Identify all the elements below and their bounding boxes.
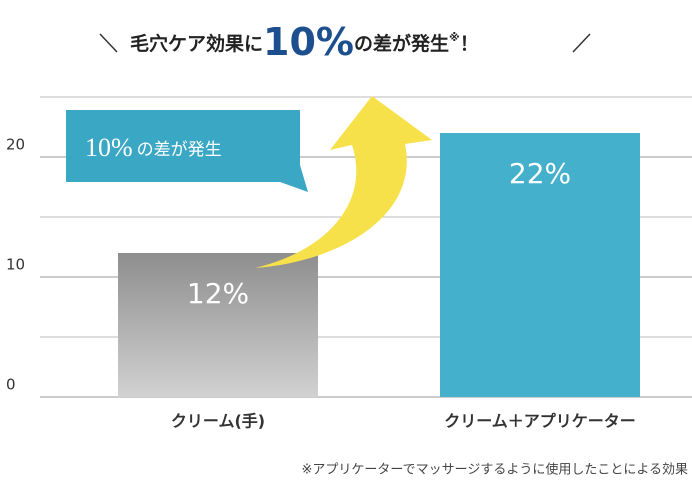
y-tick-label: 0 — [6, 376, 16, 394]
value-label: 12% — [187, 277, 249, 310]
x-tick-label: クリーム(手) — [171, 412, 265, 431]
title-end: ！ — [460, 33, 479, 55]
chart-title: 毛穴ケア効果に10%の差が発生※！ — [130, 20, 479, 64]
title-deco — [572, 33, 591, 53]
title-deco — [99, 33, 118, 53]
callout-emphasis: 10% — [85, 133, 133, 162]
y-tick-label: 20 — [6, 136, 25, 154]
callout-box — [66, 110, 308, 192]
title-emphasis: 10% — [263, 20, 354, 64]
bars — [118, 133, 640, 397]
title-text: の差が発生 — [354, 32, 449, 55]
value-label: 22% — [509, 157, 571, 190]
callout-label: の差が発生 — [137, 140, 222, 160]
title-text: 毛穴ケア効果に — [130, 32, 263, 55]
footnote: ※アプリケーターでマッサージするように使用したことによる効果 — [302, 462, 688, 478]
bar — [440, 133, 640, 397]
y-tick-label: 10 — [6, 256, 25, 274]
x-tick-label: クリーム＋アプリケーター — [444, 412, 636, 431]
bar-shade — [118, 253, 318, 397]
callout-text: 10% の差が発生 — [85, 133, 222, 162]
title-mark: ※ — [449, 31, 460, 44]
arrow — [255, 96, 432, 268]
